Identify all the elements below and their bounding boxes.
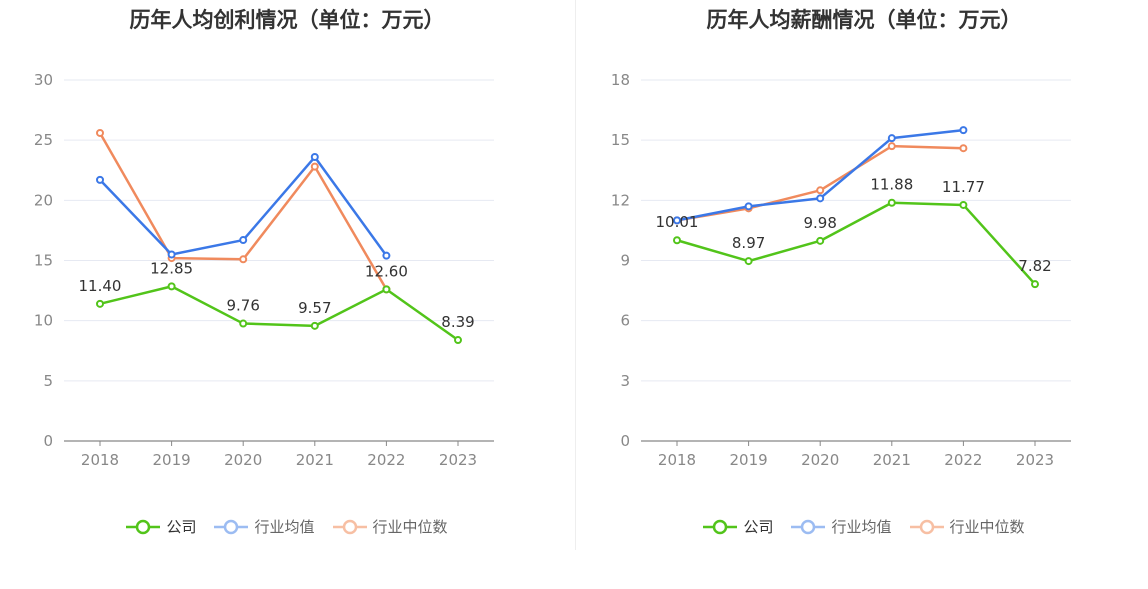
- salary-chart-panel: 历年人均薪酬情况（单位：万元） 0 3 6 9 12 15 18 2018 2019 2020 20…: [577, 0, 1148, 560]
- data-label: 12.60: [365, 262, 408, 280]
- x-tick-label: 2020: [801, 451, 839, 469]
- data-label: 7.82: [1018, 257, 1051, 275]
- legend-industry-median-icon: [909, 519, 944, 534]
- profit-line-chart: 0 5 10 15 20 25 30 2018 2019 2020 2021 2022 2023 11.4…: [34, 71, 494, 469]
- data-point-industry-avg: [382, 251, 391, 260]
- series-line-industry-median: [98, 132, 388, 291]
- x-tick-label: 2022: [367, 451, 405, 469]
- legend-company-icon: [126, 519, 161, 534]
- chart-title: 历年人均创利情况（单位：万元）: [129, 8, 445, 32]
- y-tick-label: 25: [34, 131, 53, 149]
- data-label: 9.98: [803, 214, 836, 232]
- data-point-company: [382, 285, 391, 294]
- data-label: 11.88: [870, 176, 913, 194]
- series-line-industry-avg: [676, 128, 964, 222]
- legend-industry-median-icon: [332, 519, 367, 534]
- y-tick-label: 9: [620, 252, 630, 270]
- x-tick-label: 2022: [944, 451, 982, 469]
- x-tick-label: 2018: [658, 451, 696, 469]
- x-tick-label: 2019: [730, 451, 768, 469]
- data-point-company: [816, 236, 825, 245]
- data-point-industry-median: [239, 255, 248, 264]
- chart-legend: 公司 行业均值 行业中位数: [577, 516, 1148, 537]
- y-tick-label: 6: [620, 312, 630, 330]
- profit-chart-panel: 历年人均创利情况（单位：万元） 0 5 10 15 20 25 30 2018 2019 2020…: [0, 0, 574, 560]
- legend-industry-avg-icon: [791, 519, 826, 534]
- data-label: 8.97: [732, 234, 765, 252]
- data-label: 8.39: [441, 313, 474, 331]
- data-point-company: [744, 257, 753, 266]
- data-point-industry-avg: [673, 216, 681, 225]
- series-line-industry-median: [676, 144, 964, 222]
- x-tick-label: 2023: [1016, 451, 1054, 469]
- data-point-industry-median: [959, 144, 968, 153]
- data-label: 11.40: [79, 277, 122, 295]
- data-point-industry-avg: [959, 126, 968, 135]
- y-tick-label: 12: [611, 191, 630, 209]
- x-tick-label: 2021: [873, 451, 911, 469]
- data-point-industry-median: [96, 128, 104, 137]
- chart-legend: 公司 行业均值 行业中位数: [0, 516, 574, 537]
- data-point-industry-avg: [310, 153, 319, 162]
- legend-label: 行业均值: [831, 518, 892, 536]
- y-tick-label: 18: [611, 71, 630, 89]
- data-point-industry-avg: [816, 194, 825, 203]
- x-tick-label: 2023: [439, 451, 477, 469]
- chart-title: 历年人均薪酬情况（单位：万元）: [706, 8, 1022, 32]
- data-point-industry-avg: [167, 250, 176, 259]
- y-tick-label: 30: [34, 71, 53, 89]
- legend-label: 公司: [166, 518, 197, 536]
- data-label: 12.85: [150, 259, 193, 277]
- x-tick-label: 2018: [81, 451, 119, 469]
- legend-industry-avg-icon: [214, 519, 249, 534]
- data-point-company: [959, 200, 968, 209]
- data-point-industry-median: [310, 162, 319, 171]
- x-tick-label: 2019: [153, 451, 191, 469]
- data-point-industry-median: [816, 186, 825, 195]
- legend-label: 行业均值: [254, 518, 315, 536]
- y-tick-label: 0: [43, 432, 53, 450]
- series-line-company: [676, 201, 1036, 286]
- data-label: 11.77: [942, 178, 985, 196]
- legend-item-industry-median[interactable]: 行业中位数: [332, 516, 448, 537]
- legend-label: 公司: [743, 518, 774, 536]
- y-tick-label: 10: [34, 312, 53, 330]
- data-label: 10.01: [656, 213, 699, 231]
- y-tick-label: 3: [620, 372, 630, 390]
- x-tick-label: 2021: [296, 451, 334, 469]
- legend-item-industry-avg[interactable]: 行业均值: [214, 516, 315, 537]
- data-point-company: [454, 336, 462, 345]
- y-tick-label: 5: [43, 372, 53, 390]
- y-tick-label: 0: [620, 432, 630, 450]
- salary-line-chart: 0 3 6 9 12 15 18 2018 2019 2020 2021 2022 2023 10.01 8…: [611, 71, 1071, 469]
- legend-item-company[interactable]: 公司: [126, 516, 196, 537]
- y-tick-label: 15: [34, 252, 53, 270]
- data-point-industry-avg: [96, 175, 104, 184]
- data-label: 9.57: [298, 299, 331, 317]
- panel-divider: [575, 0, 576, 550]
- y-tick-label: 20: [34, 191, 53, 209]
- data-point-company: [239, 319, 248, 328]
- series-line-company: [99, 285, 459, 342]
- data-point-company: [167, 282, 176, 291]
- legend-label: 行业中位数: [949, 518, 1025, 536]
- data-point-company: [1031, 280, 1039, 289]
- legend-item-industry-median[interactable]: 行业中位数: [909, 516, 1025, 537]
- legend-company-icon: [703, 519, 738, 534]
- data-point-company: [310, 321, 319, 330]
- y-tick-label: 15: [611, 131, 630, 149]
- legend-item-company[interactable]: 公司: [703, 516, 773, 537]
- data-point-industry-avg: [239, 236, 248, 245]
- data-point-company: [887, 198, 896, 207]
- data-point-company: [673, 236, 681, 245]
- data-point-industry-avg: [744, 202, 753, 211]
- legend-item-industry-avg[interactable]: 行业均值: [791, 516, 892, 537]
- data-label: 9.76: [226, 297, 259, 315]
- x-tick-label: 2020: [224, 451, 262, 469]
- data-point-industry-avg: [887, 134, 896, 143]
- legend-label: 行业中位数: [372, 518, 448, 536]
- data-point-company: [96, 299, 104, 308]
- data-point-industry-median: [887, 142, 896, 151]
